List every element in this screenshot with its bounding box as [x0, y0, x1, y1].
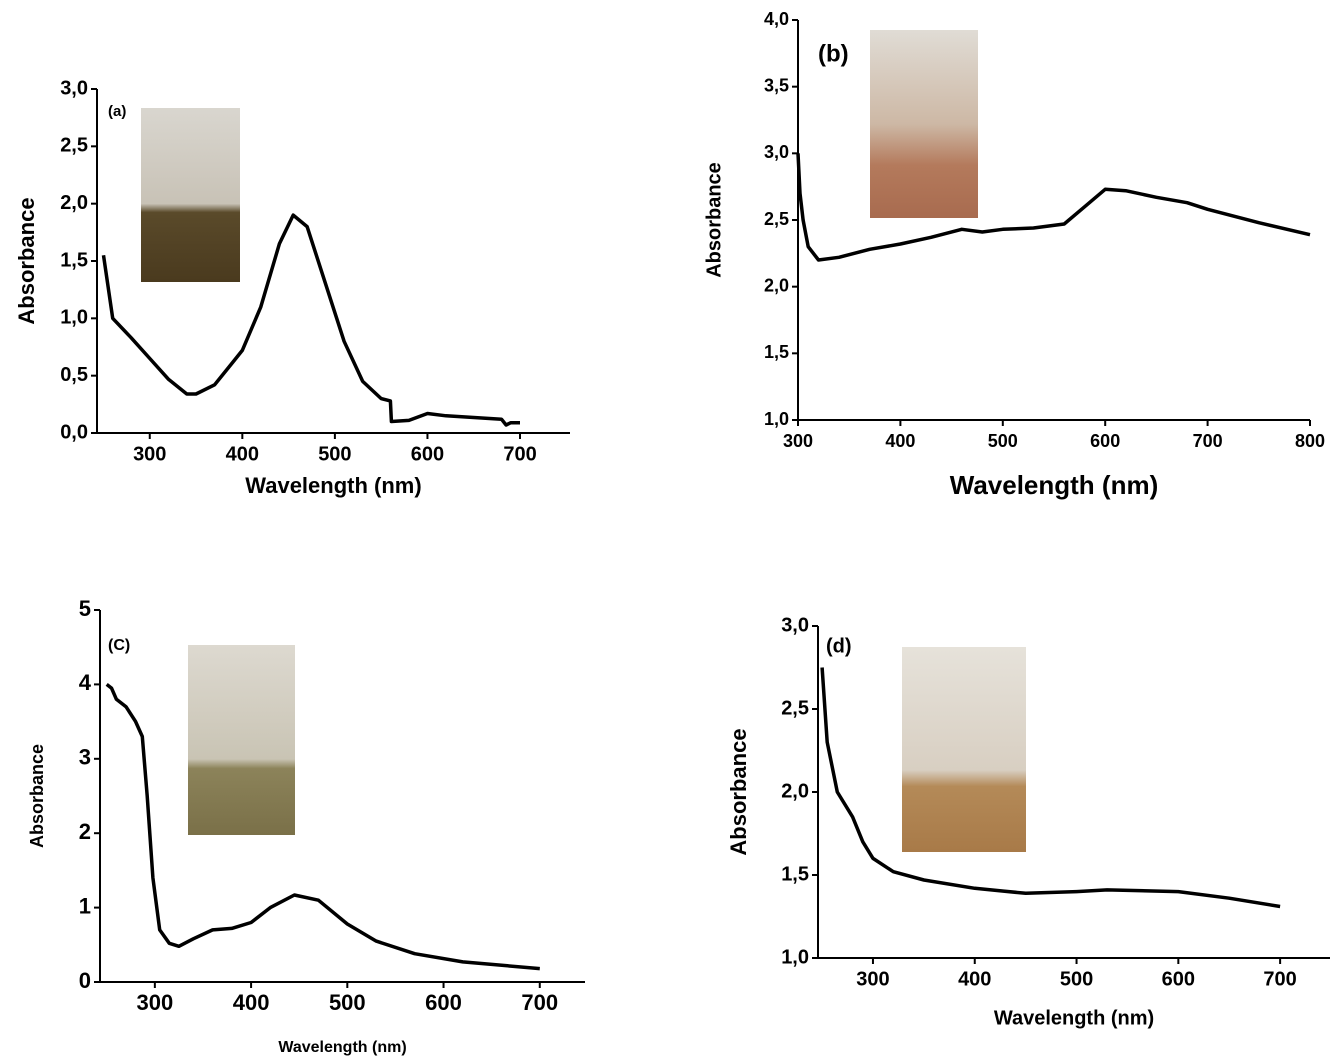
y-axis-title: Absorbance	[14, 197, 39, 324]
x-tick-label: 700	[1263, 968, 1296, 990]
x-tick-label: 600	[1090, 431, 1120, 451]
y-tick-label: 1	[79, 893, 91, 918]
y-tick-label: 1,5	[60, 249, 88, 271]
y-axis-title: Absorbance	[27, 744, 47, 848]
photo	[902, 647, 1026, 852]
y-tick-label: 5	[79, 596, 91, 621]
y-tick-label: 0,5	[60, 364, 88, 386]
x-tick-label: 400	[885, 431, 915, 451]
photo	[188, 645, 295, 835]
panel-label: (b)	[818, 40, 849, 67]
y-tick-label: 4,0	[764, 9, 789, 29]
data-line	[820, 667, 1281, 909]
data-line	[101, 213, 520, 427]
photo	[870, 30, 978, 218]
x-tick-label: 700	[503, 443, 536, 465]
x-tick-label: 500	[1060, 968, 1093, 990]
x-axis-title: Wavelength (nm)	[278, 1039, 406, 1056]
x-tick-label: 600	[411, 443, 444, 465]
photo	[141, 108, 240, 282]
photos	[141, 30, 1026, 852]
panel-label: (C)	[108, 637, 130, 654]
x-tick-label: 300	[133, 443, 166, 465]
panel-label: (a)	[108, 103, 126, 120]
y-tick-label: 2,5	[764, 209, 789, 229]
x-tick-label: 300	[783, 431, 813, 451]
x-axis-title: Wavelength (nm)	[950, 470, 1158, 500]
x-tick-label: 500	[318, 443, 351, 465]
y-tick-label: 2,0	[781, 780, 809, 802]
x-tick-label: 500	[988, 431, 1018, 451]
x-tick-label: 600	[1162, 968, 1195, 990]
x-tick-label: 300	[856, 968, 889, 990]
y-tick-label: 1,0	[60, 307, 88, 329]
y-tick-label: 2,5	[60, 135, 88, 157]
y-tick-label: 1,0	[764, 409, 789, 429]
y-tick-label: 3,0	[781, 614, 809, 636]
data-line	[796, 153, 1311, 262]
y-tick-label: 3	[79, 745, 91, 770]
y-tick-label: 2,0	[764, 275, 789, 295]
data-line	[105, 683, 540, 971]
x-tick-label: 800	[1295, 431, 1325, 451]
y-tick-label: 1,5	[781, 863, 809, 885]
x-tick-label: 700	[521, 990, 558, 1015]
x-axis-title: Wavelength (nm)	[994, 1007, 1154, 1029]
y-tick-label: 3,5	[764, 75, 789, 95]
x-tick-label: 400	[233, 990, 270, 1015]
panel-label: (d)	[826, 635, 852, 657]
y-axis-title: Absorbance	[703, 162, 725, 278]
x-tick-label: 300	[136, 990, 173, 1015]
x-axis-title: Wavelength (nm)	[245, 473, 421, 498]
y-tick-label: 3,0	[60, 77, 88, 99]
y-tick-label: 1,5	[764, 342, 789, 362]
x-tick-label: 600	[425, 990, 462, 1015]
x-tick-label: 500	[329, 990, 366, 1015]
y-tick-label: 1,0	[781, 946, 809, 968]
x-tick-label: 400	[958, 968, 991, 990]
y-tick-label: 2,0	[60, 192, 88, 214]
x-tick-label: 400	[226, 443, 259, 465]
y-axis-title: Absorbance	[726, 728, 751, 855]
y-tick-label: 0	[79, 968, 91, 993]
x-tick-label: 700	[1193, 431, 1223, 451]
y-tick-label: 3,0	[764, 142, 789, 162]
y-tick-label: 2	[79, 819, 91, 844]
y-tick-label: 4	[79, 670, 92, 695]
y-tick-label: 2,5	[781, 697, 809, 719]
y-tick-label: 0,0	[60, 421, 88, 443]
